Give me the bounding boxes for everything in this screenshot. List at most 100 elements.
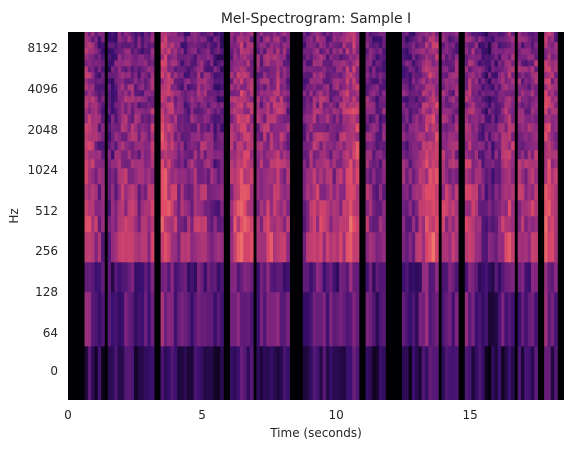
heatmap-cell <box>534 60 538 67</box>
heatmap-cell <box>97 102 102 109</box>
heatmap-cell <box>530 72 535 79</box>
heatmap-cell <box>144 168 148 185</box>
heatmap-cell <box>309 32 314 37</box>
heatmap-cell <box>97 84 102 91</box>
heatmap-cell <box>101 96 105 103</box>
heatmap-cell <box>527 168 532 185</box>
heatmap-cell <box>173 232 178 263</box>
heatmap-cell <box>421 84 426 91</box>
heatmap-cell <box>134 48 138 55</box>
heatmap-cell <box>263 346 267 400</box>
heatmap-cell <box>335 108 340 115</box>
heatmap-cell <box>530 42 535 49</box>
heatmap-cell <box>84 123 89 133</box>
heatmap-cell <box>210 60 214 67</box>
heatmap-cell <box>352 346 357 400</box>
heatmap-cell <box>530 232 535 263</box>
heatmap-cell <box>329 84 333 91</box>
heatmap-cell <box>497 168 502 185</box>
heatmap-cell <box>236 346 241 400</box>
heatmap-cell <box>249 96 254 103</box>
heatmap-cell <box>332 78 337 85</box>
heatmap-cell <box>193 66 198 73</box>
heatmap-cell <box>167 96 171 103</box>
heatmap-cell <box>554 78 558 85</box>
heatmap-cell <box>87 168 92 185</box>
heatmap-cell <box>97 36 102 43</box>
heatmap-cell <box>269 232 274 263</box>
heatmap-cell <box>134 60 138 67</box>
heatmap-cell <box>120 292 125 347</box>
heatmap-cell <box>352 54 357 61</box>
heatmap-cell <box>441 184 446 201</box>
heatmap-cell <box>375 123 380 133</box>
heatmap-cell <box>352 72 357 79</box>
heatmap-cell <box>319 96 324 103</box>
heatmap-cell <box>435 292 439 347</box>
heatmap-cell <box>418 48 423 55</box>
heatmap-cell <box>269 60 274 67</box>
heatmap-cell <box>120 114 125 124</box>
heatmap-cell <box>312 72 317 79</box>
heatmap-cell <box>259 123 264 133</box>
heatmap-cell <box>309 84 314 91</box>
heatmap-cell <box>454 168 459 185</box>
heatmap-cell <box>167 292 171 347</box>
heatmap-cell <box>276 78 281 85</box>
heatmap-cell <box>177 114 181 124</box>
heatmap-cell <box>210 292 214 347</box>
heatmap-cell <box>511 84 515 91</box>
heatmap-cell <box>547 102 552 109</box>
x-tick-label: 0 <box>64 408 72 422</box>
heatmap-cell <box>193 141 198 151</box>
heatmap-cell <box>276 108 281 115</box>
heatmap-cell <box>355 48 360 55</box>
heatmap-cell <box>487 159 492 169</box>
heatmap-cell <box>193 36 198 43</box>
heatmap-cell <box>484 72 489 79</box>
heatmap-cell <box>365 36 370 43</box>
heatmap-cell <box>365 66 370 73</box>
heatmap-cell <box>170 84 175 91</box>
heatmap-cell <box>329 78 333 85</box>
heatmap-cell <box>230 114 234 124</box>
heatmap-cell <box>269 84 274 91</box>
heatmap-cell <box>501 108 505 115</box>
heatmap-cell <box>282 66 287 73</box>
heatmap-cell <box>544 216 548 233</box>
heatmap-cell <box>507 102 512 109</box>
heatmap-cell <box>325 150 330 160</box>
heatmap-cell <box>524 60 529 67</box>
heatmap-cell <box>478 96 482 103</box>
heatmap-cell <box>497 60 502 67</box>
heatmap-cell <box>180 168 185 185</box>
heatmap-cell <box>448 60 452 67</box>
heatmap-cell <box>415 36 419 43</box>
heatmap-cell <box>117 141 122 151</box>
heatmap-cell <box>91 108 95 115</box>
heatmap-cell <box>276 123 281 133</box>
heatmap-cell <box>345 200 350 217</box>
heatmap-cell <box>170 72 175 79</box>
heatmap-cell <box>269 108 274 115</box>
heatmap-cell <box>329 54 333 61</box>
heatmap-cell <box>117 114 122 124</box>
heatmap-cell <box>130 141 135 151</box>
heatmap-cell <box>316 78 320 85</box>
heatmap-cell <box>263 184 267 201</box>
heatmap-cell <box>554 114 558 124</box>
heatmap-cell <box>511 346 515 400</box>
heatmap-cell <box>97 216 102 233</box>
heatmap-cell <box>101 84 105 91</box>
heatmap-cell <box>282 60 287 67</box>
heatmap-cell <box>236 54 241 61</box>
heatmap-cell <box>120 216 125 233</box>
heatmap-cell <box>491 72 495 79</box>
heatmap-cell <box>408 346 413 400</box>
heatmap-cell <box>312 96 317 103</box>
heatmap-cell <box>87 96 92 103</box>
heatmap-cell <box>375 66 380 73</box>
heatmap-cell <box>444 72 449 79</box>
heatmap-cell <box>312 42 317 49</box>
heatmap-cell <box>524 216 529 233</box>
